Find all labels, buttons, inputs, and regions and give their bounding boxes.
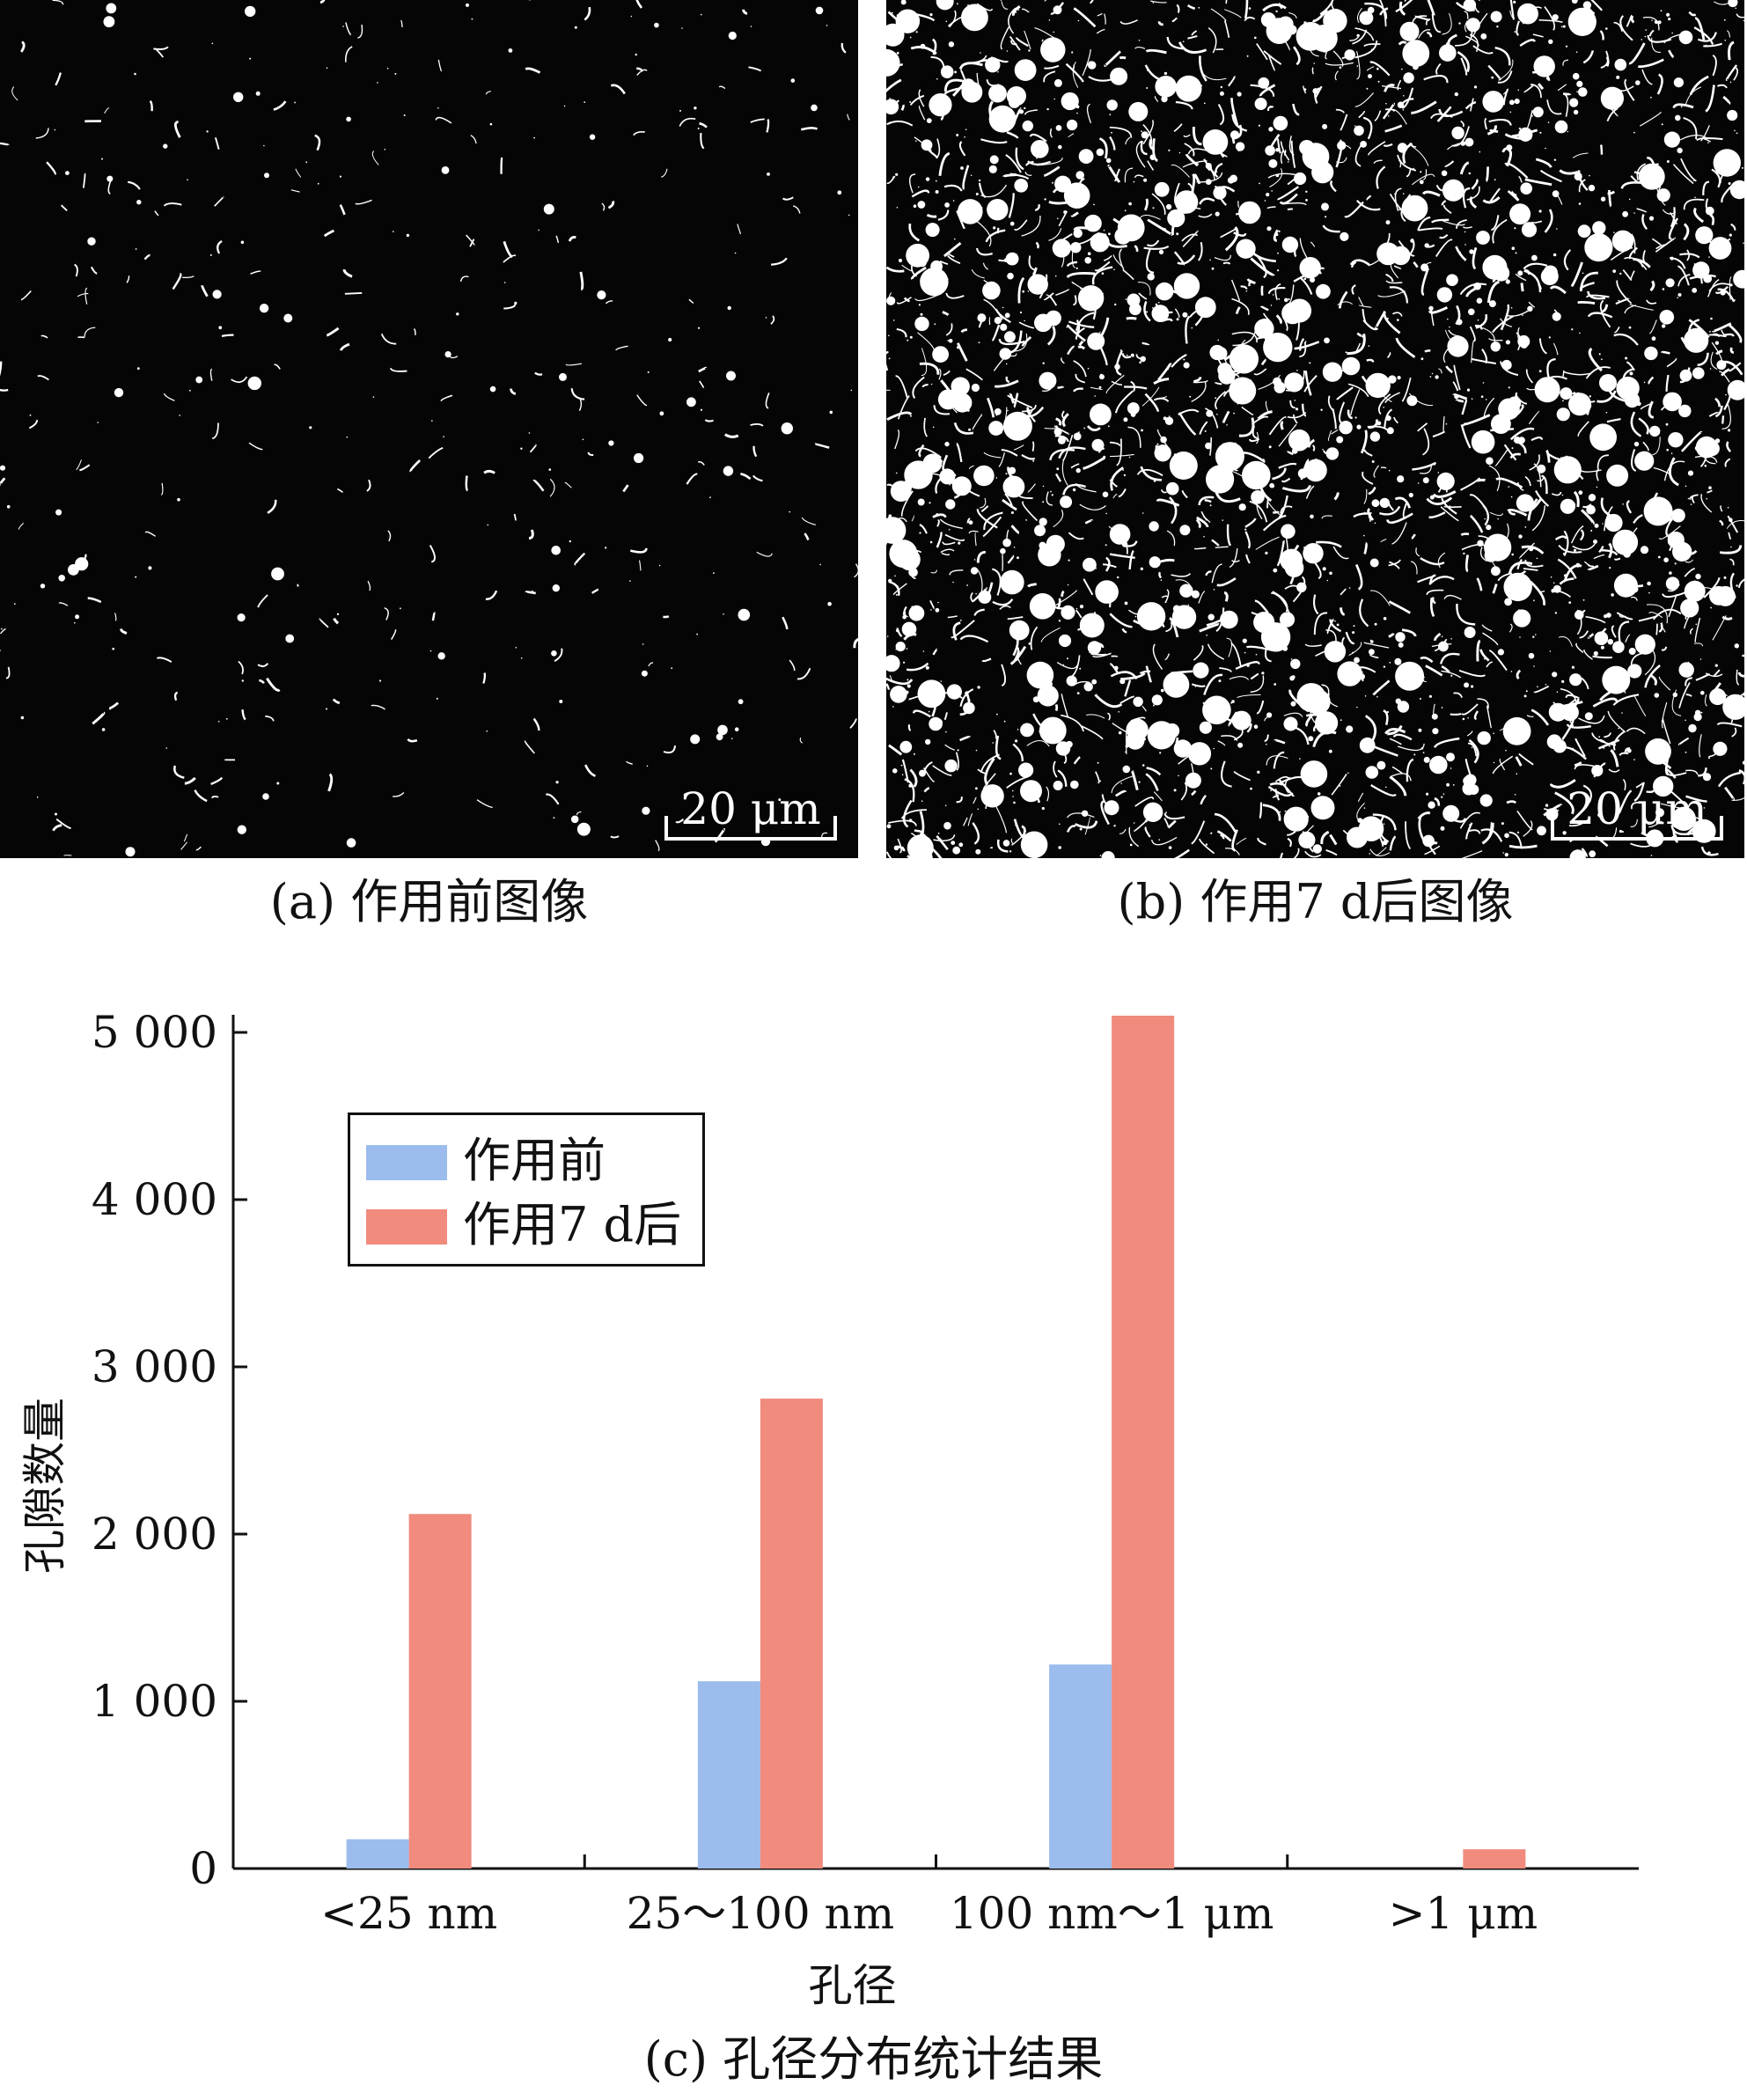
y-tick-label: 5 000 <box>92 1007 217 1058</box>
caption-a: (a) 作用前图像 <box>269 874 589 929</box>
x-tick-label: 25～100 nm <box>627 1888 895 1939</box>
x-tick-label: <25 nm <box>320 1888 497 1939</box>
micrograph-before-pores <box>0 0 858 857</box>
bar-after <box>408 1514 472 1869</box>
bar-before <box>346 1839 409 1869</box>
bar-before <box>1049 1664 1112 1869</box>
scale-bar-a-line <box>664 816 837 841</box>
bar-before <box>697 1681 760 1869</box>
scale-bar-b: 20 μm <box>1551 784 1723 841</box>
y-tick-label: 3 000 <box>92 1341 217 1392</box>
legend-swatch-after <box>366 1209 447 1245</box>
bar-after <box>1112 1016 1175 1869</box>
y-axis-title: 孔隙数量 <box>19 1398 70 1574</box>
y-tick-label: 4 000 <box>92 1174 217 1225</box>
scale-bar-b-line <box>1551 816 1723 841</box>
x-tick-label: 100 nm～1 μm <box>950 1888 1274 1939</box>
pore-size-chart: 0 1 000 2 000 3 000 4 000 5 000 <25 nm 25～100 n… <box>19 1007 1639 2011</box>
bar-after <box>1463 1849 1526 1869</box>
micrograph-after: 20 μm <box>886 0 1744 858</box>
legend-swatch-before <box>366 1145 447 1180</box>
x-axis-title: 孔径 <box>809 1960 897 2011</box>
micrograph-before: 20 μm <box>0 0 858 858</box>
scale-bar-a: 20 μm <box>664 784 837 841</box>
y-tick-label: 2 000 <box>92 1509 217 1560</box>
scale-bar-b-label: 20 μm <box>1567 783 1707 834</box>
micrograph-after-pores <box>886 0 1744 858</box>
caption-b: (b) 作用7 d后图像 <box>1117 874 1514 929</box>
caption-c: (c) 孔径分布统计结果 <box>643 2031 1104 2087</box>
x-tick-label: >1 μm <box>1389 1888 1538 1939</box>
bar-after <box>760 1399 823 1869</box>
scale-bar-a-label: 20 μm <box>680 783 821 834</box>
chart-legend: 作用前 作用7 d后 <box>348 1112 705 1267</box>
y-tick-label: 1 000 <box>92 1676 217 1727</box>
legend-label-after: 作用7 d后 <box>463 1197 682 1252</box>
y-tick-label: 0 <box>189 1843 217 1894</box>
legend-label-before: 作用前 <box>463 1133 606 1188</box>
